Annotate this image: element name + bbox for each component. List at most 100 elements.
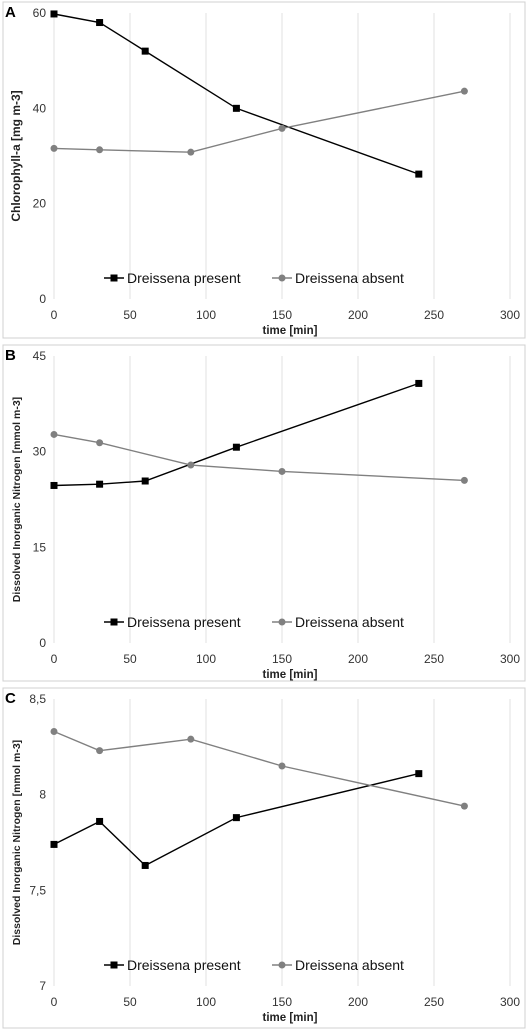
- x-tick-label: 100: [196, 652, 216, 666]
- y-tick-label: 8: [39, 788, 46, 802]
- chart-panel-b: 0 50 100 150 200 250 300 0 15 30 45 B Dissolved Inor…: [2, 344, 526, 682]
- data-point-absent: [96, 747, 104, 755]
- data-point-absent: [187, 461, 195, 469]
- y-tick-label: 40: [33, 101, 47, 115]
- data-point-present: [415, 379, 423, 387]
- data-point-present: [96, 817, 104, 825]
- data-point-absent: [278, 124, 286, 132]
- y-tick-label: 15: [33, 540, 47, 554]
- series-line-absent: [53, 433, 465, 482]
- data-point-present: [141, 47, 149, 55]
- data-point-absent: [278, 762, 286, 770]
- x-tick-label: 0: [51, 995, 58, 1009]
- chart-panel-c: 0 50 100 150 200 250 300 7 7,5 8 8,5 C Dissolved Ino…: [2, 687, 526, 1029]
- panel-letter: B: [5, 347, 16, 364]
- x-axis-title: time [min]: [263, 669, 318, 681]
- x-tick-label: 150: [272, 995, 292, 1009]
- legend-label: Dreissena absent: [295, 957, 404, 973]
- legend-label: Dreissena present: [127, 957, 241, 973]
- x-tick-label: 200: [348, 995, 368, 1009]
- data-point-absent: [50, 728, 58, 736]
- legend-item-present: Dreissena present: [104, 957, 241, 973]
- x-tick-label: 100: [196, 308, 216, 322]
- legend-item-present: Dreissena present: [104, 614, 241, 630]
- y-tick-label: 60: [33, 6, 47, 20]
- data-point-present: [141, 861, 149, 869]
- x-tick-label: 250: [424, 995, 444, 1009]
- x-tick-label: 250: [424, 308, 444, 322]
- legend-marker-square: [110, 618, 118, 626]
- y-tick-label: 45: [33, 349, 47, 363]
- data-point-absent: [460, 802, 468, 810]
- panel-letter: C: [5, 690, 16, 707]
- data-point-present: [415, 770, 423, 778]
- x-tick-label: 50: [123, 652, 137, 666]
- y-tick-label: 20: [33, 197, 47, 211]
- data-point-absent: [96, 439, 104, 447]
- chart-panel-a: 0 50 100 150 200 250 300 0 20 40 60 A Chlorophyll-a …: [2, 1, 526, 339]
- y-tick-label: 30: [33, 445, 47, 459]
- legend-item-absent: Dreissena absent: [272, 957, 404, 973]
- series-line-present: [53, 382, 420, 487]
- y-tick-label: 7,5: [29, 883, 46, 897]
- x-axis-title: time [min]: [263, 325, 318, 337]
- x-tick-label: 200: [348, 652, 368, 666]
- x-tick-label: 150: [272, 308, 292, 322]
- data-point-absent: [50, 430, 58, 438]
- data-point-absent: [460, 87, 468, 95]
- x-tick-label: 50: [123, 995, 137, 1009]
- legend-item-present: Dreissena present: [104, 270, 241, 286]
- data-point-absent: [460, 476, 468, 484]
- y-tick-label: 7: [39, 979, 46, 993]
- data-point-absent: [96, 146, 104, 154]
- data-point-absent: [187, 148, 195, 156]
- x-tick-label: 200: [348, 308, 368, 322]
- legend-item-absent: Dreissena absent: [272, 270, 404, 286]
- legend-label: Dreissena present: [127, 270, 241, 286]
- data-point-absent: [278, 467, 286, 475]
- data-point-present: [50, 10, 58, 18]
- y-tick-label: 0: [39, 636, 46, 650]
- y-axis-title: Dissolved Inorganic Nitrogen [mmol m-3]: [11, 397, 23, 602]
- data-point-present: [50, 481, 58, 489]
- legend-label: Dreissena absent: [295, 614, 404, 630]
- x-tick-label: 50: [123, 308, 137, 322]
- y-axis-title: Dissolved Inorganic Nitrogen [mmol m-3]: [11, 740, 23, 945]
- data-point-present: [232, 443, 240, 451]
- x-tick-label: 250: [424, 652, 444, 666]
- x-tick-label: 300: [500, 652, 520, 666]
- x-tick-label: 150: [272, 652, 292, 666]
- x-axis-title: time [min]: [263, 1012, 318, 1024]
- panel-frame: [2, 687, 526, 1029]
- x-tick-label: 300: [500, 308, 520, 322]
- data-point-present: [232, 104, 240, 112]
- data-point-absent: [187, 735, 195, 743]
- y-tick-label: 8,5: [29, 692, 46, 706]
- legend-label: Dreissena present: [127, 614, 241, 630]
- legend-marker-square: [110, 961, 118, 969]
- legend-marker-circle: [278, 961, 286, 969]
- legend-label: Dreissena absent: [295, 270, 404, 286]
- data-point-present: [232, 814, 240, 822]
- y-tick-label: 0: [39, 292, 46, 306]
- legend-item-absent: Dreissena absent: [272, 614, 404, 630]
- y-axis-title: Chlorophyll-a [mg m-3]: [9, 90, 23, 221]
- x-tick-label: 100: [196, 995, 216, 1009]
- panel-frame: [2, 1, 526, 339]
- legend-marker-circle: [278, 274, 286, 282]
- data-point-present: [141, 477, 149, 485]
- x-tick-label: 0: [51, 652, 58, 666]
- data-point-present: [96, 19, 104, 27]
- data-point-present: [415, 170, 423, 178]
- legend-marker-circle: [278, 618, 286, 626]
- series-line-absent: [53, 90, 465, 153]
- data-point-present: [50, 840, 58, 848]
- data-point-absent: [50, 144, 58, 152]
- data-point-present: [96, 480, 104, 488]
- series-line-absent: [53, 730, 465, 807]
- x-tick-label: 0: [51, 308, 58, 322]
- panel-frame: [2, 344, 526, 682]
- legend-marker-square: [110, 274, 118, 282]
- x-tick-label: 300: [500, 995, 520, 1009]
